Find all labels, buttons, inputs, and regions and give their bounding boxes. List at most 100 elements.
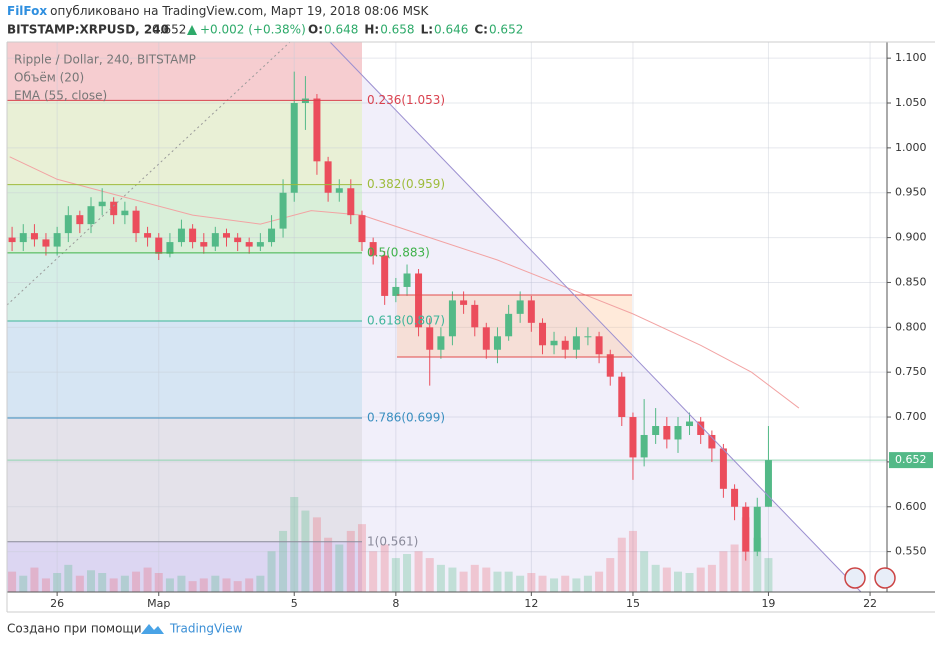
x-tick-label: Мар: [147, 597, 170, 610]
fib-zone: [7, 417, 362, 542]
symbol: BITSTAMP:XRPUSD, 240: [7, 23, 169, 37]
candle-body: [493, 336, 501, 350]
legend-volume: Объём (20): [14, 71, 84, 85]
volume-bar: [312, 517, 321, 592]
candle-body: [64, 215, 72, 234]
fib-zone: [7, 42, 362, 101]
legend-title: Ripple / Dollar, 240, BITSTAMP: [14, 53, 196, 67]
candle-body: [98, 201, 106, 207]
y-tick-label: 0.950: [895, 186, 927, 199]
change: +0.002 (+0.38%): [200, 23, 306, 37]
candle-body: [177, 228, 185, 243]
up-arrow: [187, 25, 197, 35]
candle-body: [279, 192, 287, 229]
y-tick-label: 1.050: [895, 96, 927, 109]
candle-body: [256, 242, 264, 247]
volume-bar: [143, 567, 152, 592]
candle-body: [584, 336, 592, 338]
event-icon[interactable]: [844, 567, 866, 589]
volume-bar: [628, 530, 637, 592]
last-price-box: [889, 452, 933, 469]
candle-body: [290, 103, 298, 193]
candle-body: [268, 228, 276, 243]
volume-bar: [516, 575, 525, 592]
volume-bar: [640, 551, 649, 592]
candle-body: [572, 336, 580, 350]
candle-body: [369, 242, 377, 256]
publish-line: FilFox опубликовано на TradingView.com, М…: [7, 4, 430, 18]
candle-body: [392, 286, 400, 296]
candle-body: [606, 354, 614, 377]
candle-body: [313, 98, 321, 162]
candle-body: [76, 215, 84, 225]
candle-body: [324, 161, 332, 193]
ohlc-value: 0.658: [380, 23, 414, 37]
volume-bar: [403, 554, 412, 592]
x-tick-label: 15: [626, 597, 640, 610]
candle-body: [539, 322, 547, 346]
volume-bar: [165, 578, 174, 592]
candle-body: [166, 242, 174, 254]
fib-label: 0.236(1.053): [367, 93, 445, 107]
ohlc-key: C:: [474, 23, 488, 37]
volume-bar: [482, 567, 491, 592]
volume-bar: [662, 567, 671, 592]
volume-bar: [222, 578, 231, 592]
ohlc-key: O:: [308, 23, 323, 37]
volume-bar: [504, 571, 513, 592]
candle-body: [347, 188, 355, 216]
volume-bar: [87, 570, 96, 592]
volume-bar: [493, 571, 502, 592]
label-layer: 0.236(1.053) 0.382(0.959) 0.5(0.883) 0.618(…: [7, 51, 933, 610]
candle-body: [595, 336, 603, 355]
volume-bar: [527, 573, 536, 592]
candle-body: [222, 233, 230, 238]
candle-body: [550, 340, 558, 346]
volume-bar: [177, 575, 186, 592]
volume-bar: [335, 544, 344, 592]
ohlc-value: 0.646: [434, 23, 468, 37]
legend-ema: EMA (55, close): [14, 89, 107, 103]
author[interactable]: FilFox: [7, 4, 47, 18]
fib-label: 1(0.561): [367, 534, 418, 548]
volume-bar: [696, 567, 705, 592]
ema-line: [9, 156, 800, 409]
volume-bar: [256, 575, 265, 592]
candle-body: [652, 426, 660, 435]
y-tick-label: 0.600: [895, 500, 927, 513]
volume-bar: [154, 573, 163, 592]
candle-body: [460, 300, 468, 305]
volume-bar: [448, 567, 457, 592]
ohlc-key: H:: [364, 23, 379, 37]
candle-body: [686, 421, 694, 427]
fib-label: 0.618(0.807): [367, 314, 445, 328]
volume-bar: [651, 564, 660, 592]
volume-bar: [64, 564, 73, 592]
y-tick-label: 0.850: [895, 275, 927, 288]
y-tick-label: 0.750: [895, 365, 927, 378]
candle-body: [19, 233, 27, 243]
volume-bar: [764, 558, 773, 592]
event-icon[interactable]: [874, 567, 896, 589]
fib-zone: [7, 321, 362, 418]
candle-body: [211, 233, 219, 247]
candle-body: [381, 255, 389, 296]
candle-body: [471, 304, 479, 328]
volume-bar: [245, 578, 254, 592]
volume-bar: [290, 497, 299, 592]
volume-bar: [753, 537, 762, 592]
x-tick-label: 19: [761, 597, 775, 610]
candle-body: [527, 300, 535, 323]
fib-zone: [7, 252, 362, 322]
candle-body: [629, 417, 637, 458]
fib-label: 0.382(0.959): [367, 177, 445, 191]
candle-body: [719, 448, 727, 489]
fib-label: 0.786(0.699): [367, 410, 445, 424]
volume-bar: [550, 578, 559, 592]
y-tick-label: 1.000: [895, 141, 927, 154]
candle-body: [403, 273, 411, 287]
volume-bar: [561, 575, 570, 592]
candle-body: [132, 210, 140, 234]
footer-brand[interactable]: TradingView: [169, 622, 243, 636]
